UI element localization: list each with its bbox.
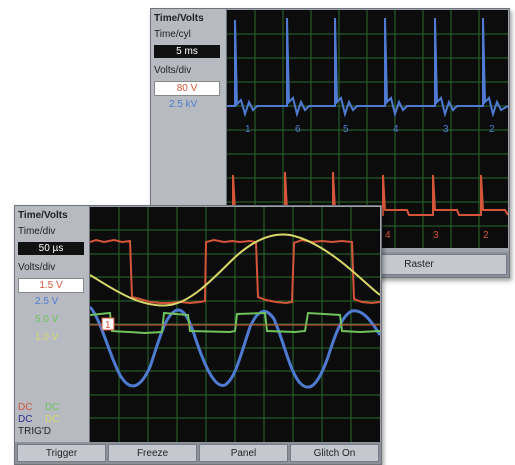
lab-scope-panel: Time/Volts Time/div 50 µs Volts/div 1.5 … <box>14 205 382 465</box>
cyl-mark-bottom-2: 2 <box>483 230 489 241</box>
volts-per-div-label: Volts/div <box>18 262 56 273</box>
cyl-mark-2: 2 <box>489 124 495 135</box>
cyl-mark-5: 5 <box>343 124 349 135</box>
time-per-div-label: Time/div <box>18 226 56 237</box>
trace-c-green <box>90 311 380 335</box>
time-volts-header: Time/Volts <box>154 13 204 24</box>
cyl-mark-6: 6 <box>295 124 301 135</box>
volts-per-div-label: Volts/div <box>154 65 192 76</box>
ignition-waveform-svg: 1 6 5 4 3 2 4 3 2 <box>227 10 508 248</box>
glitch-on-button[interactable]: Glitch On <box>290 444 379 462</box>
channel-c-coupling: DC <box>45 402 60 413</box>
waveform-svg: 1 <box>90 207 380 442</box>
channel-c-volts[interactable]: 5.0 V <box>35 314 59 325</box>
time-per-cyl-label: Time/cyl <box>154 29 191 40</box>
cyl-mark-4: 4 <box>393 124 399 135</box>
channel-b-coupling: DC <box>18 414 33 425</box>
channel-a-coupling: DC <box>18 402 33 413</box>
panel-button[interactable]: Panel <box>199 444 288 462</box>
channel-d-coupling: DC <box>45 414 60 425</box>
time-volts-header: Time/Volts <box>18 210 68 221</box>
channel-a-volts[interactable]: 1.5 V <box>18 278 84 293</box>
channel-b-volts[interactable]: 2.5 V <box>35 296 59 307</box>
trigger-marker-box[interactable] <box>101 317 115 331</box>
volts-primary-value[interactable]: 80 V <box>154 81 220 96</box>
trigger-button[interactable]: Trigger <box>17 444 106 462</box>
trace-b-blue <box>90 305 380 389</box>
time-per-cyl-value[interactable]: 5 ms <box>154 45 220 58</box>
channel-d-volts[interactable]: 1.0 V <box>35 332 59 343</box>
cyl-mark-3: 3 <box>443 124 449 135</box>
cyl-mark-bottom-3: 3 <box>433 230 439 241</box>
trace-d-yellow <box>90 233 380 307</box>
trigger-marker: 1 <box>105 320 111 331</box>
front-button-bar: Trigger Freeze Panel Glitch On <box>15 442 381 464</box>
trigger-status: TRIG'D <box>18 426 52 437</box>
volts-secondary-value[interactable]: 2.5 kV <box>169 99 198 110</box>
trace-a-red <box>90 238 380 305</box>
waveform-display: 1 <box>90 207 380 442</box>
cyl-mark-bottom-4: 4 <box>385 230 391 241</box>
time-per-div-value[interactable]: 50 µs <box>18 242 84 255</box>
freeze-button[interactable]: Freeze <box>108 444 197 462</box>
cyl-mark-1: 1 <box>245 124 251 135</box>
settings-sidebar: Time/Volts Time/div 50 µs Volts/div 1.5 … <box>15 206 90 442</box>
secondary-ignition-trace <box>227 17 508 118</box>
